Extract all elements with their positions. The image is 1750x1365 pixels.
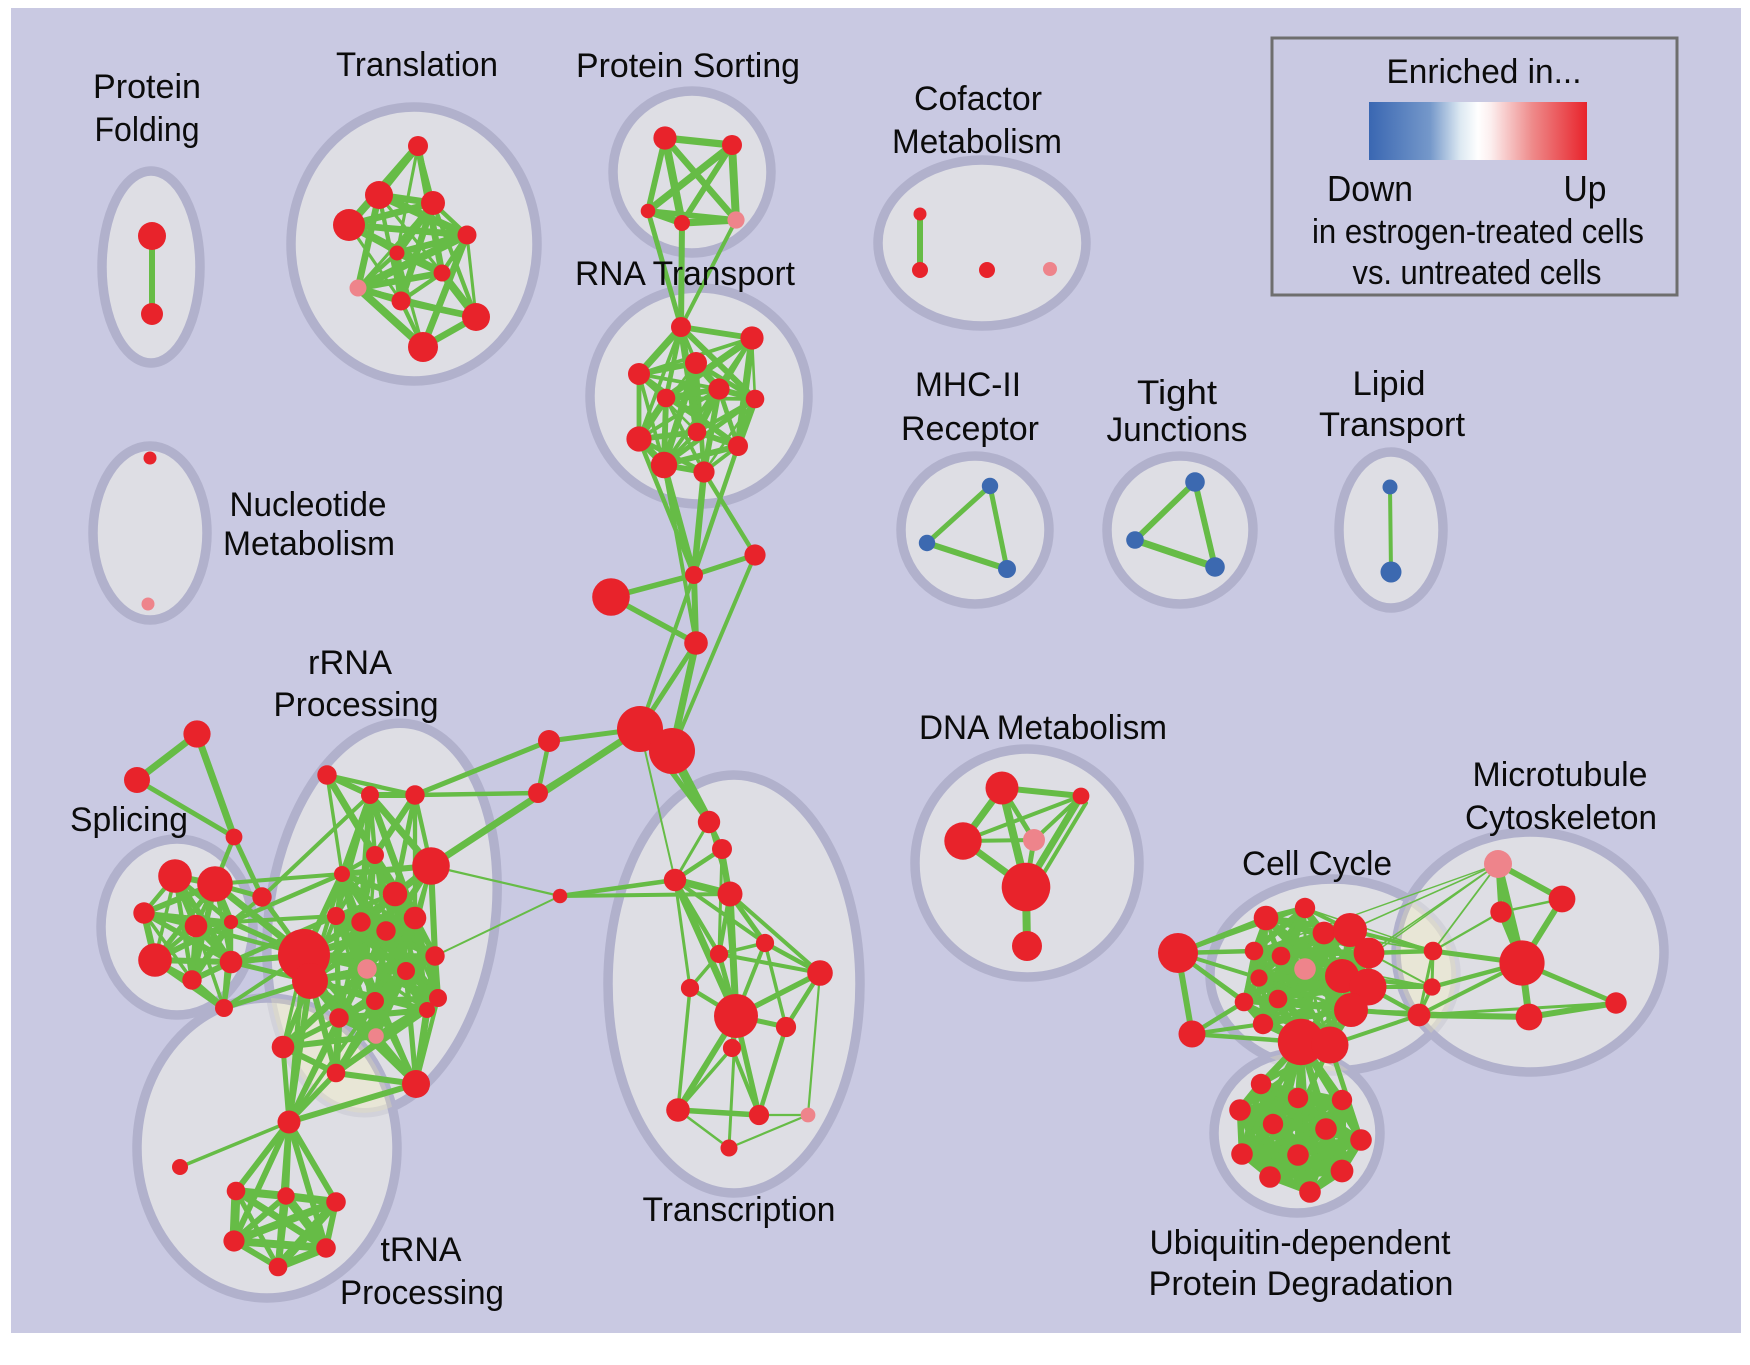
svg-text:Processing: Processing	[340, 1274, 504, 1312]
svg-text:Folding: Folding	[95, 111, 200, 149]
svg-text:Processing: Processing	[274, 686, 439, 724]
svg-text:Lipid: Lipid	[1353, 365, 1426, 403]
svg-text:Microtubule: Microtubule	[1473, 756, 1648, 794]
svg-text:tRNA: tRNA	[381, 1231, 462, 1269]
svg-text:Protein Degradation: Protein Degradation	[1149, 1265, 1454, 1303]
svg-text:Translation: Translation	[336, 46, 498, 84]
svg-text:Splicing: Splicing	[70, 801, 188, 839]
svg-text:Metabolism: Metabolism	[892, 123, 1062, 161]
svg-text:DNA Metabolism: DNA Metabolism	[919, 709, 1167, 747]
svg-text:Transport: Transport	[1319, 406, 1466, 444]
svg-text:in estrogen-treated cells: in estrogen-treated cells	[1312, 213, 1644, 251]
svg-text:vs. untreated cells: vs. untreated cells	[1353, 254, 1602, 292]
svg-text:Tight: Tight	[1137, 374, 1218, 412]
svg-text:Nucleotide: Nucleotide	[230, 486, 387, 524]
svg-text:Transcription: Transcription	[643, 1191, 836, 1229]
svg-text:Cofactor: Cofactor	[914, 80, 1042, 118]
svg-text:Down: Down	[1327, 168, 1413, 209]
svg-text:RNA Transport: RNA Transport	[575, 255, 796, 293]
svg-text:Protein: Protein	[93, 68, 201, 106]
svg-text:Cell Cycle: Cell Cycle	[1242, 845, 1392, 883]
svg-text:Metabolism: Metabolism	[223, 525, 395, 563]
svg-text:Receptor: Receptor	[901, 410, 1039, 448]
svg-text:Protein Sorting: Protein Sorting	[576, 47, 800, 85]
svg-text:Ubiquitin-dependent: Ubiquitin-dependent	[1150, 1224, 1452, 1262]
svg-text:rRNA: rRNA	[308, 644, 392, 682]
svg-text:Up: Up	[1564, 168, 1607, 209]
svg-text:Cytoskeleton: Cytoskeleton	[1465, 799, 1657, 837]
svg-text:Junctions: Junctions	[1107, 411, 1248, 449]
svg-text:Enriched in...: Enriched in...	[1387, 53, 1582, 91]
svg-text:MHC-II: MHC-II	[915, 366, 1021, 404]
